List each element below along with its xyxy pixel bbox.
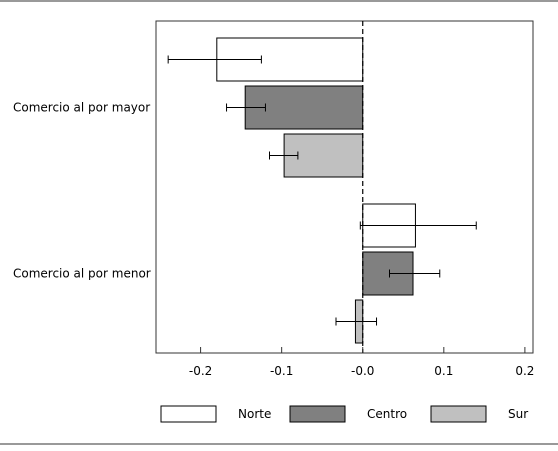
category-label-comercio-al-por-menor: Comercio al por menor (13, 267, 151, 281)
legend-label-norte: Norte (238, 407, 271, 421)
x-tick-label: 0.2 (515, 364, 534, 378)
x-tick-label: -0.0 (351, 364, 374, 378)
x-tick-label: 0.1 (434, 364, 453, 378)
x-tick-label: -0.2 (189, 364, 212, 378)
legend-swatch-norte (160, 405, 217, 423)
plot-frame (155, 20, 534, 354)
x-tick-label: -0.1 (270, 364, 293, 378)
bar-sur-comercio-al-por-mayor (283, 133, 364, 178)
legend-swatch-centro (289, 405, 346, 423)
legend-label-sur: Sur (508, 407, 528, 421)
legend-swatch-sur (430, 405, 487, 423)
category-label-comercio-al-por-mayor: Comercio al por mayor (13, 101, 150, 115)
legend-label-centro: Centro (367, 407, 407, 421)
